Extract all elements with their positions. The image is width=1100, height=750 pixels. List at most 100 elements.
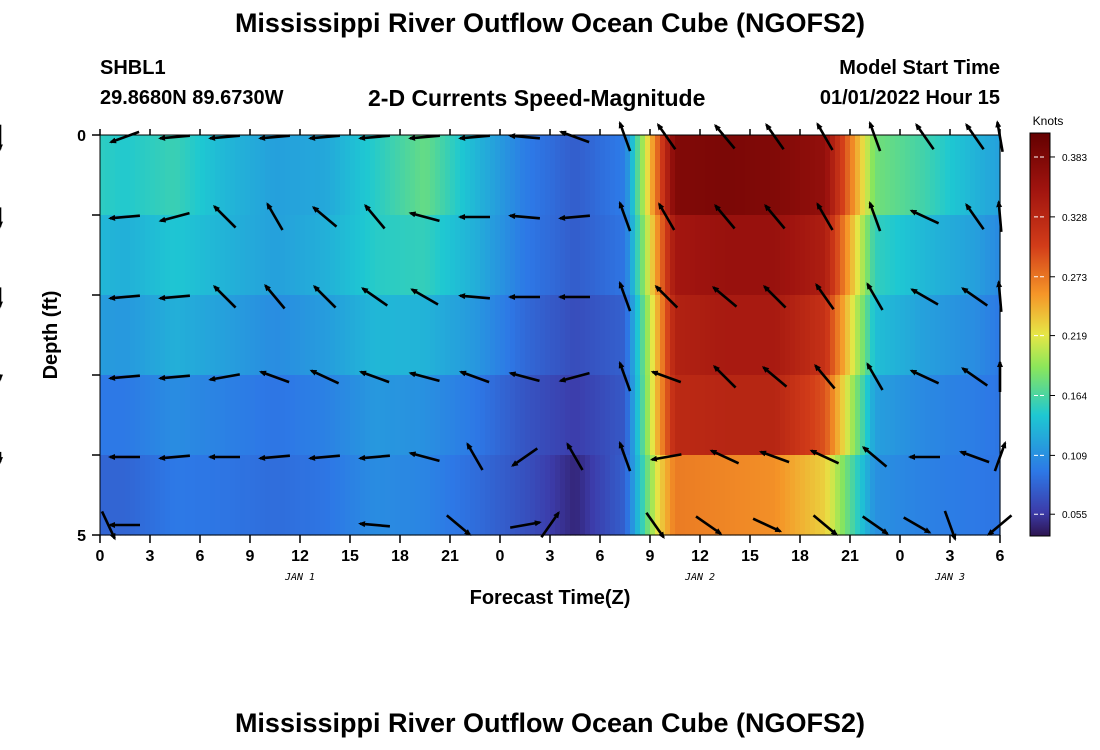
heatmap-cell: [295, 215, 301, 296]
heatmap-cell: [140, 375, 146, 456]
heatmap-cell: [165, 215, 171, 296]
current-arrow: [645, 511, 665, 539]
heatmap-cell: [330, 375, 336, 456]
heatmap-cell: [970, 215, 976, 296]
heatmap-cell: [170, 295, 176, 376]
heatmap-cell: [895, 135, 901, 216]
heatmap-cell: [770, 215, 776, 296]
heatmap-cell: [130, 455, 136, 536]
x-tick-label: 6: [996, 548, 1005, 565]
currents-chart: 0 3 6 9 12 15 18 21 0 3 6 9 12 15 18 21 0 3 6 JAN 1 JAN 2 JAN…: [0, 114, 1087, 609]
heatmap-cell: [400, 455, 406, 536]
current-arrow: [752, 517, 783, 533]
heatmap-cell: [545, 135, 551, 216]
heatmap-cell: [945, 295, 951, 376]
heatmap-cell: [630, 455, 636, 536]
heatmap-cell: [185, 295, 191, 376]
heatmap-cell: [495, 215, 501, 296]
heatmap-cell: [435, 455, 441, 536]
heatmap-cell: [585, 375, 591, 456]
heatmap-cell: [730, 215, 736, 296]
heatmap-cell: [190, 215, 196, 296]
heatmap-cell: [990, 135, 996, 216]
heatmap-cell: [675, 375, 681, 456]
heatmap-cell: [215, 215, 221, 296]
current-arrow: [903, 516, 932, 534]
current-arrow: [558, 371, 590, 383]
heatmap-cell: [960, 375, 966, 456]
current-arrow: [158, 134, 191, 141]
heatmap-cell: [690, 215, 696, 296]
x-tick-label: 9: [646, 548, 655, 565]
current-arrow: [650, 370, 682, 384]
heatmap-cell: [660, 215, 666, 296]
heatmap-cell: [685, 375, 691, 456]
heatmap-cell: [290, 375, 296, 456]
heatmap-cell: [870, 295, 876, 376]
heatmap-cell: [420, 135, 426, 216]
heatmap-cell: [130, 295, 136, 376]
heatmap-cell: [205, 215, 211, 296]
heatmap-cell: [160, 135, 166, 216]
heatmap-cell: [570, 455, 576, 536]
heatmap-cell: [365, 375, 371, 456]
heatmap-cell: [900, 455, 906, 536]
heatmap-cell: [180, 215, 186, 296]
heatmap-cell: [360, 455, 366, 536]
heatmap-cell: [940, 295, 946, 376]
heatmap-cell: [985, 215, 991, 296]
heatmap-cell: [200, 135, 206, 216]
heatmap-cell: [605, 455, 611, 536]
heatmap-cell: [230, 455, 236, 536]
heatmap-cell: [185, 135, 191, 216]
heatmap-cell: [745, 455, 751, 536]
heatmap-cell: [325, 215, 331, 296]
heatmap-cell: [315, 295, 321, 376]
heatmap-cell: [120, 455, 126, 536]
heatmap-cell: [410, 295, 416, 376]
heatmap-cell: [940, 375, 946, 456]
current-arrow: [809, 449, 840, 465]
heatmap-cell: [665, 295, 671, 376]
heatmap-cell: [260, 135, 266, 216]
heatmap-cell: [620, 295, 626, 376]
heatmap-cell: [830, 375, 836, 456]
heatmap-cell: [460, 135, 466, 216]
heatmap-cell: [695, 455, 701, 536]
heatmap-cell: [255, 295, 261, 376]
heatmap-cell: [355, 295, 361, 376]
y-axis-label: Depth (ft): [40, 291, 62, 380]
current-arrow: [656, 123, 677, 151]
heatmap-cell: [550, 455, 556, 536]
heatmap-cell: [690, 295, 696, 376]
heatmap-cell: [965, 375, 971, 456]
heatmap-cell: [795, 295, 801, 376]
heatmap-cell: [770, 135, 776, 216]
heatmap-cell: [820, 215, 826, 296]
heatmap-cell: [865, 135, 871, 216]
heatmap-cell: [370, 135, 376, 216]
heatmap-cell: [960, 455, 966, 536]
heatmap-cell: [725, 135, 731, 216]
heatmap-cell: [345, 215, 351, 296]
x-tick-label: 9: [246, 548, 255, 565]
current-arrow: [695, 515, 723, 535]
heatmap-cell: [340, 135, 346, 216]
heatmap-cell: [340, 215, 346, 296]
current-arrow: [761, 366, 788, 388]
heatmap-cell: [920, 375, 926, 456]
heatmap-cell: [110, 295, 116, 376]
current-arrow: [961, 367, 989, 387]
heatmap-cell: [675, 455, 681, 536]
heatmap-cell: [910, 455, 916, 536]
heatmap-cell: [330, 455, 336, 536]
heatmap-cell: [570, 135, 576, 216]
heatmap-cell: [720, 135, 726, 216]
heatmap-cell: [345, 135, 351, 216]
heatmap-cell: [460, 295, 466, 376]
heatmap-cell: [150, 295, 156, 376]
heatmap-cell: [185, 215, 191, 296]
x-tick-label: 3: [546, 548, 555, 565]
heatmap-cell: [225, 375, 231, 456]
heatmap-cell: [875, 455, 881, 536]
